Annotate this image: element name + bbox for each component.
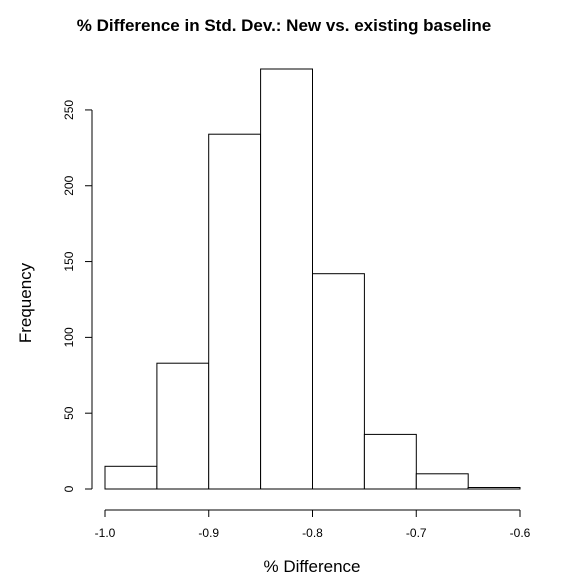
- histogram-bar: [208, 133, 262, 490]
- histogram-bar: [363, 433, 417, 490]
- y-tick-label: 0: [62, 485, 76, 492]
- y-tick-label: 250: [62, 100, 76, 120]
- x-axis-label: % Difference: [263, 557, 360, 576]
- histogram-bar: [415, 473, 469, 490]
- y-tick-label: 50: [62, 406, 76, 420]
- x-tick-label: -0.7: [406, 526, 427, 540]
- x-tick-label: -0.6: [510, 526, 531, 540]
- y-tick-label: 150: [62, 251, 76, 271]
- y-tick-label: 200: [62, 175, 76, 195]
- x-axis: -1.0 -0.9 -0.8 -0.7 -0.6: [95, 509, 531, 540]
- chart-title: % Difference in Std. Dev.: New vs. exist…: [77, 16, 491, 35]
- x-tick-label: -0.9: [198, 526, 219, 540]
- histogram-bar: [104, 465, 158, 490]
- histogram-bar: [312, 273, 365, 490]
- histogram-bar: [156, 362, 210, 490]
- x-tick-label: -1.0: [95, 526, 116, 540]
- bars-group: [104, 68, 521, 490]
- x-tick-label: -0.8: [302, 526, 323, 540]
- y-axis-label: Frequency: [16, 262, 35, 343]
- y-tick-label: 100: [62, 327, 76, 347]
- y-axis: 0 50 100 150 200 250: [62, 100, 93, 492]
- histogram-bar: [260, 68, 314, 490]
- histogram-bar: [467, 487, 521, 490]
